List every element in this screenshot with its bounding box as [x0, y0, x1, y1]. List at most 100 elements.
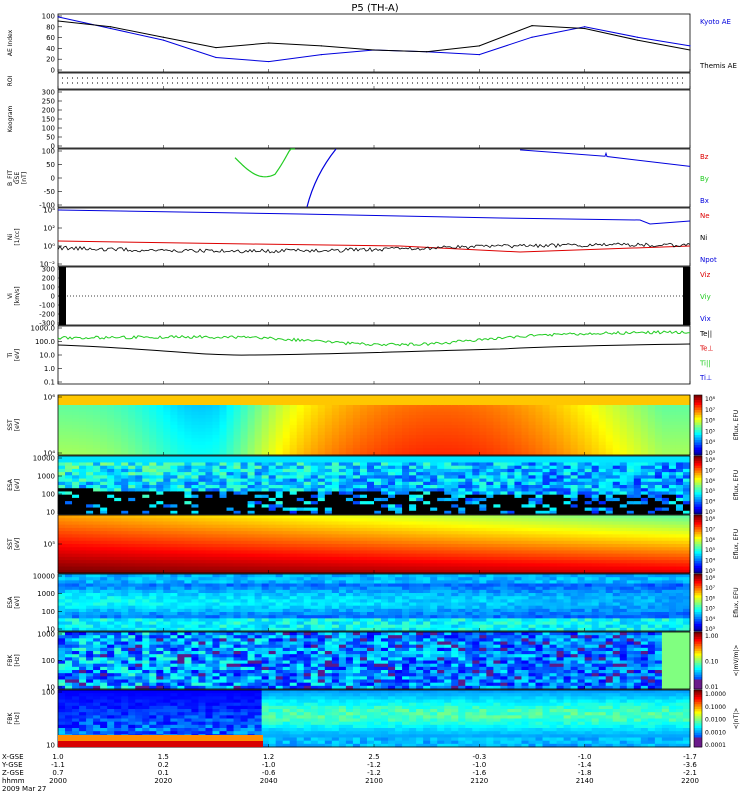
heat-cell [661, 445, 670, 449]
heat-cell [535, 491, 544, 496]
heat-cell [661, 468, 670, 473]
heat-cell [521, 478, 529, 483]
heat-cell [507, 459, 515, 463]
heat-cell [135, 507, 143, 512]
heat-cell [163, 556, 171, 561]
heat-cell [107, 435, 115, 439]
heat-cell [72, 527, 80, 532]
heat-cell [556, 531, 565, 535]
heat-cell [605, 569, 614, 574]
heat-cell [177, 524, 185, 529]
heat-cell [121, 540, 129, 545]
heat-cell [374, 478, 382, 483]
heat-cell [535, 527, 544, 532]
heat-cell [310, 524, 319, 529]
heat-cell [233, 398, 242, 403]
heat-cell [570, 418, 579, 423]
heat-cell [128, 497, 136, 502]
heat-cell [563, 531, 572, 535]
ytick-label: 100 [42, 148, 55, 156]
heat-cell [542, 481, 551, 486]
heat-cell [458, 569, 466, 574]
heat-cell [184, 488, 192, 492]
heat-cell [149, 488, 157, 492]
heat-cell [268, 524, 277, 529]
heat-cell [72, 494, 80, 499]
heat-cell [535, 451, 544, 456]
heat-cell [409, 438, 417, 443]
heat-cell [198, 462, 206, 467]
heat-cell [65, 418, 73, 423]
heat-cell [72, 534, 80, 539]
heat-cell [233, 540, 242, 545]
heat-cell [261, 456, 270, 460]
heat-cell [493, 569, 501, 574]
heat-cell [79, 497, 87, 502]
heat-cell [626, 472, 635, 476]
heat-cell [219, 478, 228, 483]
heat-cell [289, 425, 298, 429]
heat-cell [72, 540, 80, 545]
colorbar-cell [694, 458, 702, 462]
heat-cell [668, 441, 677, 446]
heat-cell [668, 398, 677, 403]
heat-cell [556, 501, 565, 505]
heat-cell [423, 481, 431, 486]
heat-cell [219, 521, 228, 526]
heat-cell [114, 445, 122, 449]
heat-cell [619, 531, 628, 535]
ytick-label: -100 [39, 302, 55, 310]
heat-cell [100, 428, 108, 433]
heat-cell [493, 553, 501, 558]
heat-cell [521, 491, 529, 496]
heat-cell [121, 497, 129, 502]
heat-cell [121, 507, 129, 512]
heat-cell [261, 428, 270, 433]
heat-cell [205, 537, 213, 542]
heat-cell [675, 431, 684, 436]
heat-cell [521, 524, 529, 529]
heat-cell [163, 468, 171, 473]
heat-cell [268, 521, 277, 526]
heat-cell [324, 537, 333, 542]
ytick-label: 100 [42, 284, 55, 292]
heat-cell [591, 445, 600, 449]
heat-cell [486, 547, 494, 551]
heat-cell [626, 478, 635, 483]
heat-cell [395, 411, 403, 416]
heat-cell [458, 438, 466, 443]
heat-cell [423, 438, 431, 443]
heat-cell [100, 537, 108, 542]
heat-cell [254, 510, 263, 515]
heat-cell [191, 425, 199, 429]
heat-cell [107, 472, 115, 476]
heat-cell [254, 537, 263, 542]
heat-cell [661, 438, 670, 443]
heat-cell [612, 415, 621, 419]
heat-cell [86, 408, 94, 413]
heat-cell [275, 415, 284, 419]
heat-cell [366, 421, 375, 426]
heat-cell [233, 501, 242, 505]
heat-cell [591, 472, 600, 476]
plot-title: P5 (TH-A) [351, 3, 398, 14]
heat-cell [507, 408, 515, 413]
heat-cell [556, 425, 565, 429]
heat-cell [254, 491, 263, 496]
heat-cell [472, 563, 480, 568]
heat-cell [507, 478, 515, 483]
heat-cell [324, 481, 333, 486]
heat-cell [668, 425, 677, 429]
heat-cell [472, 488, 480, 492]
heat-cell [507, 421, 515, 426]
heat-cell [668, 408, 677, 413]
heat-cell [366, 401, 375, 406]
heat-cell [352, 488, 361, 492]
heat-cell [121, 563, 129, 568]
heat-cell [79, 488, 87, 492]
heat-cell [647, 521, 656, 526]
heat-cell [612, 534, 621, 539]
heat-cell [345, 435, 354, 439]
heat-cell [79, 401, 87, 406]
ylabel: Vi [7, 293, 14, 299]
